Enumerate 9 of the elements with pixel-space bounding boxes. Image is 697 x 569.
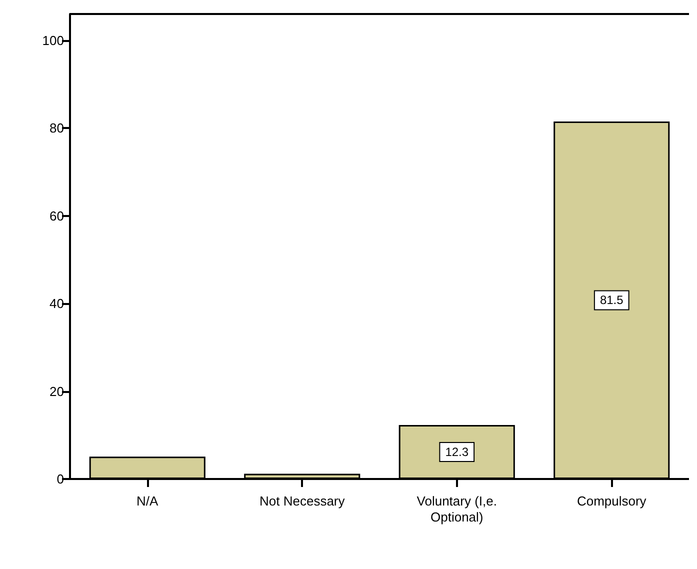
y-tick-label: 60 (50, 208, 64, 224)
y-tick-label: 80 (50, 120, 64, 136)
y-tick-label: 100 (42, 32, 64, 48)
x-tick-label: Compulsory (576, 494, 647, 508)
data-label: 12.3 (445, 445, 469, 460)
data-label: 81.5 (600, 293, 624, 308)
x-tick-label: Voluntary (I,e. Optional) (416, 494, 497, 524)
x-tick-label: Not Necessary (260, 494, 346, 508)
x-tick-label: N/A (136, 494, 159, 508)
